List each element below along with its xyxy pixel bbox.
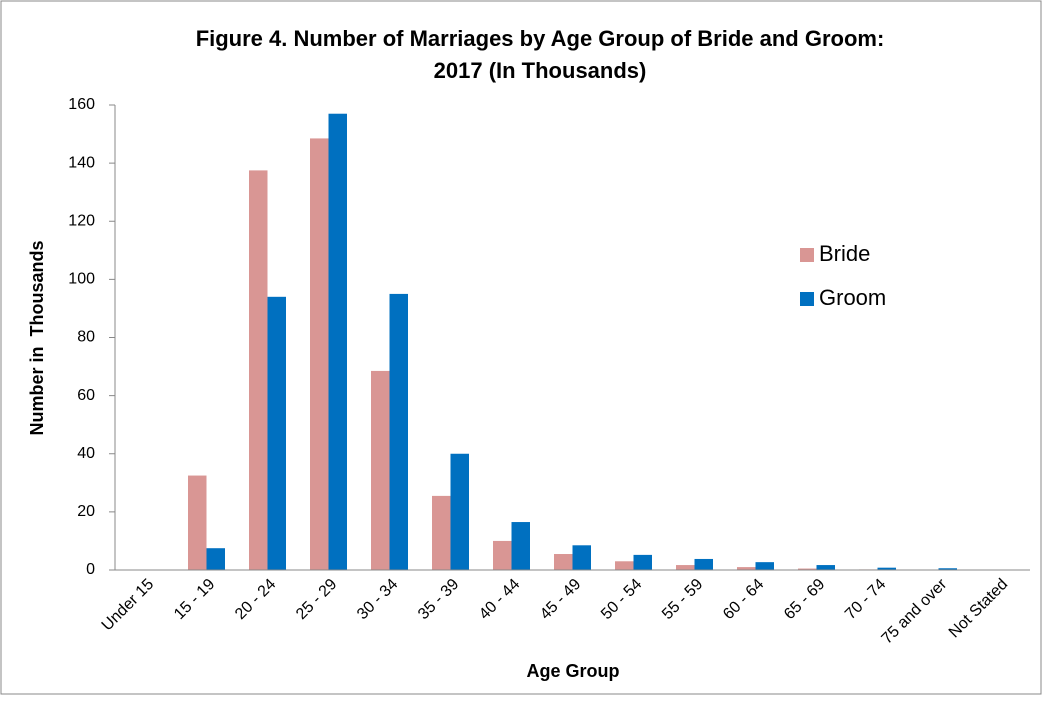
bar xyxy=(451,454,470,570)
bar xyxy=(310,138,329,570)
bar xyxy=(493,541,512,570)
bar xyxy=(249,170,268,570)
y-tick-label: 60 xyxy=(77,387,95,404)
bar xyxy=(756,562,775,570)
bar xyxy=(615,561,634,570)
legend-label: Bride xyxy=(819,241,870,266)
y-axis-label: Number in Thousands xyxy=(27,240,47,435)
bar xyxy=(432,496,451,570)
bar xyxy=(512,522,531,570)
y-tick-label: 40 xyxy=(77,445,95,462)
bar xyxy=(634,555,653,570)
y-tick-label: 160 xyxy=(68,96,95,113)
y-tick-label: 120 xyxy=(68,212,95,229)
legend-label: Groom xyxy=(819,285,886,310)
y-tick-label: 140 xyxy=(68,154,95,171)
bar xyxy=(329,114,348,570)
x-axis-label: Age Group xyxy=(527,661,620,681)
bar xyxy=(695,559,714,570)
bar xyxy=(817,565,836,570)
bar xyxy=(188,476,207,570)
y-tick-label: 80 xyxy=(77,329,95,346)
chart-title: 2017 (In Thousands) xyxy=(434,58,647,83)
y-tick-label: 20 xyxy=(77,503,95,520)
chart-title: Figure 4. Number of Marriages by Age Gro… xyxy=(196,26,885,51)
bar xyxy=(676,565,695,570)
bar xyxy=(390,294,409,570)
bar xyxy=(554,554,573,570)
bar xyxy=(573,545,592,570)
y-tick-label: 100 xyxy=(68,271,95,288)
bar xyxy=(371,371,390,570)
y-tick-label: 0 xyxy=(86,561,95,578)
bar xyxy=(268,297,287,570)
legend-swatch xyxy=(800,248,814,262)
legend-swatch xyxy=(800,292,814,306)
bar xyxy=(207,548,226,570)
